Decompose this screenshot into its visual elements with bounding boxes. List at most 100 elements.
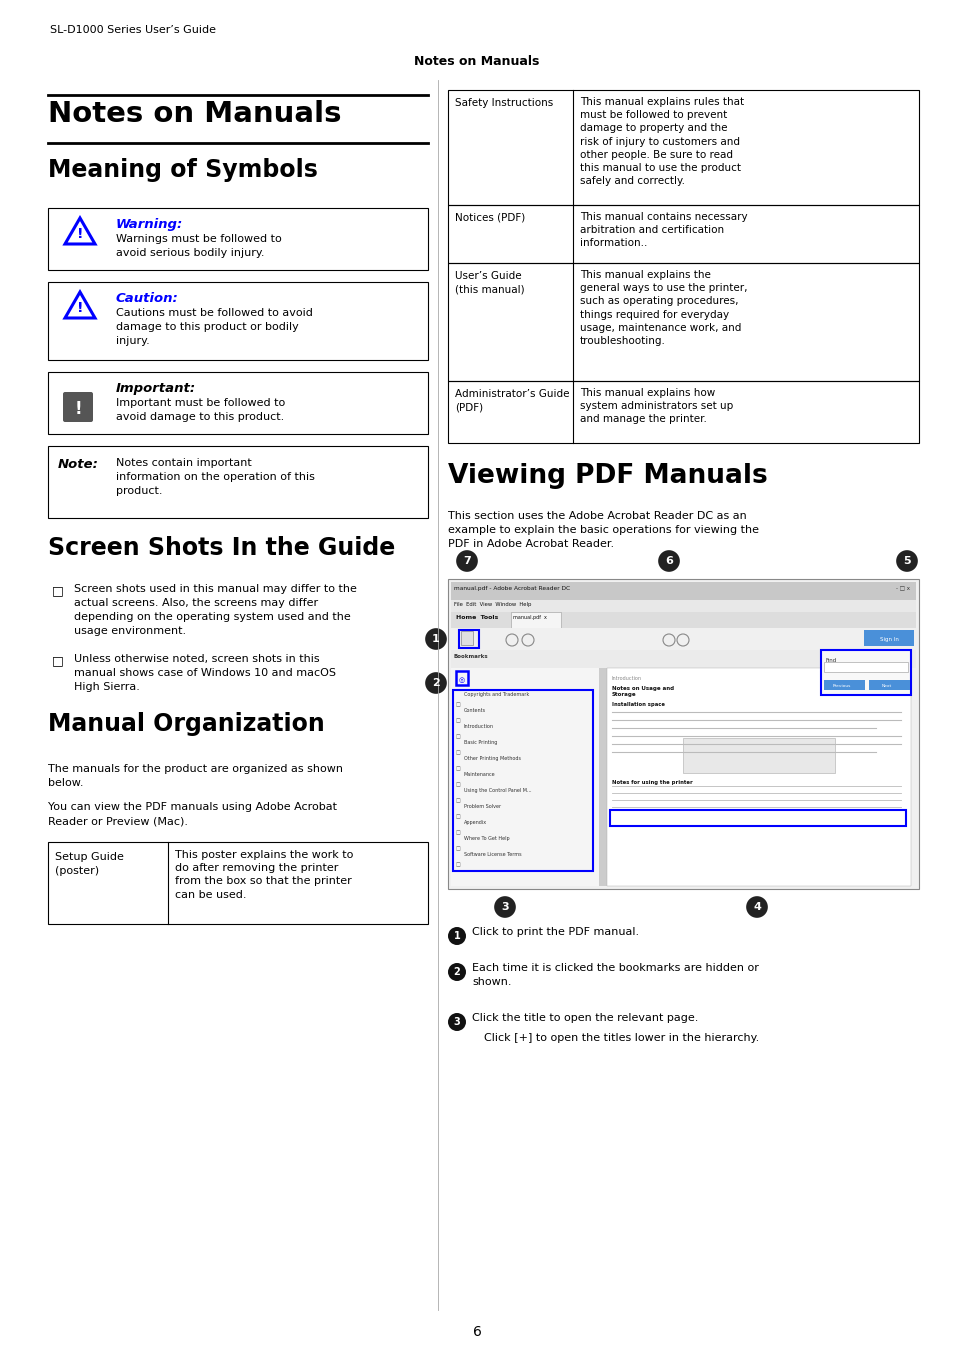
Text: Screen Shots In the Guide: Screen Shots In the Guide <box>48 536 395 560</box>
Text: This manual explains rules that
must be followed to prevent
damage to property a: This manual explains rules that must be … <box>579 97 743 186</box>
Text: Maintenance: Maintenance <box>463 772 496 778</box>
Bar <box>451 612 915 628</box>
Text: □: □ <box>456 718 460 724</box>
Circle shape <box>426 674 446 693</box>
Text: □: □ <box>456 751 460 755</box>
Bar <box>868 680 909 690</box>
Bar <box>682 738 834 774</box>
Text: Previous: Previous <box>832 684 850 688</box>
Circle shape <box>448 963 465 981</box>
Text: 6: 6 <box>472 1324 481 1339</box>
Text: manual.pdf  x: manual.pdf x <box>513 616 546 620</box>
Text: !: ! <box>76 301 83 315</box>
Circle shape <box>896 551 916 571</box>
Bar <box>451 628 915 649</box>
Text: Cautions must be followed to avoid
damage to this product or bodily
injury.: Cautions must be followed to avoid damag… <box>116 308 313 346</box>
Text: □: □ <box>456 734 460 738</box>
Text: - □ x: - □ x <box>895 586 909 591</box>
Text: □: □ <box>52 653 64 667</box>
Bar <box>456 671 468 684</box>
Text: This manual explains how
system administrators set up
and manage the printer.: This manual explains how system administ… <box>579 387 733 424</box>
Text: 2: 2 <box>453 967 460 977</box>
Text: Notes on Manuals: Notes on Manuals <box>48 100 341 128</box>
Bar <box>460 630 473 645</box>
Text: Introduction: Introduction <box>463 724 494 729</box>
Bar <box>448 381 918 443</box>
Text: □: □ <box>52 585 64 597</box>
Text: Setup Guide
(poster): Setup Guide (poster) <box>55 852 124 876</box>
Text: File  Edit  View  Window  Help: File Edit View Window Help <box>454 602 531 608</box>
Text: Each time it is clicked the bookmarks are hidden or
shown.: Each time it is clicked the bookmarks ar… <box>472 963 758 987</box>
Bar <box>448 579 918 890</box>
Text: Click the title to open the relevant page.: Click the title to open the relevant pag… <box>472 1012 698 1023</box>
Text: manual.pdf - Adobe Acrobat Reader DC: manual.pdf - Adobe Acrobat Reader DC <box>454 586 570 591</box>
Bar <box>451 668 598 886</box>
Text: □: □ <box>456 830 460 836</box>
Text: Caution:: Caution: <box>116 292 178 305</box>
Bar <box>448 263 918 381</box>
Text: Screen shots used in this manual may differ to the
actual screens. Also, the scr: Screen shots used in this manual may dif… <box>74 585 356 636</box>
Bar <box>821 649 910 695</box>
Text: Contents: Contents <box>463 707 486 713</box>
Text: □: □ <box>456 765 460 771</box>
Text: Note:: Note: <box>58 458 99 471</box>
Text: Notes on Usage and
Storage: Notes on Usage and Storage <box>612 686 674 697</box>
Text: Meaning of Symbols: Meaning of Symbols <box>48 158 317 182</box>
Text: Introduction: Introduction <box>612 676 641 680</box>
Text: Notices (PDF): Notices (PDF) <box>455 213 525 223</box>
Text: Installation space: Installation space <box>612 702 664 707</box>
Text: 6: 6 <box>664 556 672 566</box>
Text: □: □ <box>456 846 460 850</box>
Text: □: □ <box>456 782 460 787</box>
Circle shape <box>495 896 515 917</box>
Text: Software License Terms: Software License Terms <box>463 852 521 857</box>
Text: Click to print the PDF manual.: Click to print the PDF manual. <box>472 927 639 937</box>
Text: Home  Tools: Home Tools <box>456 616 497 620</box>
Circle shape <box>659 551 679 571</box>
Bar <box>48 373 428 433</box>
Text: SL-D1000 Series User’s Guide: SL-D1000 Series User’s Guide <box>50 26 215 35</box>
Text: ◎: ◎ <box>458 676 464 683</box>
Bar <box>458 630 478 648</box>
Bar <box>451 582 915 599</box>
Bar <box>451 599 915 612</box>
Text: !: ! <box>76 227 83 242</box>
Bar <box>448 90 918 205</box>
Text: 1: 1 <box>432 634 439 644</box>
Text: Appendix: Appendix <box>463 819 487 825</box>
Circle shape <box>448 927 465 945</box>
Text: Copyrights and Trademark: Copyrights and Trademark <box>463 693 529 697</box>
Bar <box>448 205 918 263</box>
Circle shape <box>448 1012 465 1031</box>
Circle shape <box>456 551 476 571</box>
Text: 2: 2 <box>432 678 439 688</box>
Text: This poster explains the work to
do after removing the printer
from the box so t: This poster explains the work to do afte… <box>174 850 353 899</box>
Text: □: □ <box>456 863 460 867</box>
Text: Find: Find <box>825 657 837 663</box>
Text: Important:: Important: <box>116 382 196 396</box>
Text: 7: 7 <box>462 556 471 566</box>
Text: This section uses the Adobe Acrobat Reader DC as an
example to explain the basic: This section uses the Adobe Acrobat Read… <box>448 512 759 549</box>
Text: Next: Next <box>881 684 891 688</box>
Text: Manual Organization: Manual Organization <box>48 711 324 736</box>
Bar <box>823 662 907 672</box>
Text: This manual contains necessary
arbitration and certification
information..: This manual contains necessary arbitrati… <box>579 212 747 248</box>
Text: Basic Printing: Basic Printing <box>463 740 497 745</box>
Circle shape <box>746 896 766 917</box>
Bar <box>453 690 593 871</box>
Text: Other Printing Methods: Other Printing Methods <box>463 756 520 761</box>
Bar <box>606 668 910 886</box>
Text: You can view the PDF manuals using Adobe Acrobat
Reader or Preview (Mac).: You can view the PDF manuals using Adobe… <box>48 802 336 826</box>
Text: 3: 3 <box>453 1017 460 1027</box>
Text: 1: 1 <box>453 931 460 941</box>
Bar <box>48 446 428 518</box>
Text: Warnings must be followed to
avoid serious bodily injury.: Warnings must be followed to avoid serio… <box>116 234 281 258</box>
Bar <box>48 842 428 923</box>
Text: Using the Control Panel M...: Using the Control Panel M... <box>463 788 531 792</box>
Bar <box>451 649 915 668</box>
Text: The manuals for the product are organized as shown
below.: The manuals for the product are organize… <box>48 764 343 788</box>
Text: □: □ <box>456 798 460 803</box>
Text: □: □ <box>456 814 460 819</box>
Bar <box>823 680 864 690</box>
Circle shape <box>426 629 446 649</box>
